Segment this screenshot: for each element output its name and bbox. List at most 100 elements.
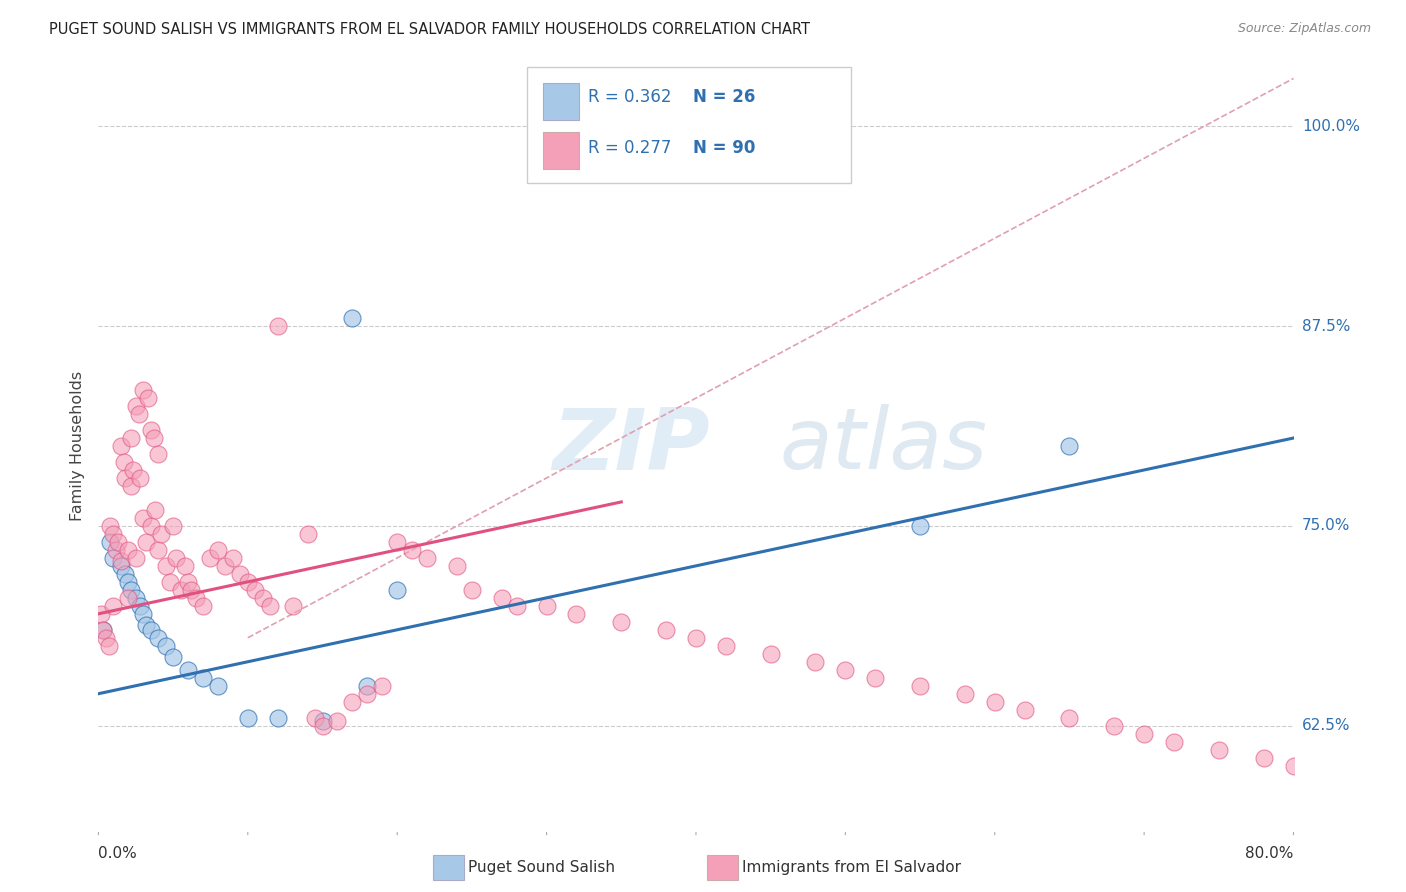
Point — [356, 679, 378, 693]
Point — [953, 687, 976, 701]
Point — [252, 591, 274, 605]
Point — [865, 671, 887, 685]
Text: 75.0%: 75.0% — [1302, 518, 1350, 533]
Point — [536, 599, 558, 613]
Text: 0.0%: 0.0% — [98, 846, 138, 861]
Point — [110, 554, 132, 568]
Point — [155, 558, 177, 573]
Point — [1059, 711, 1081, 725]
Point — [105, 542, 128, 557]
Point — [461, 582, 484, 597]
Text: N = 90: N = 90 — [693, 139, 755, 157]
Point — [1133, 726, 1156, 740]
Point — [984, 695, 1007, 709]
Point — [139, 519, 162, 533]
Point — [207, 542, 229, 557]
Point — [159, 574, 181, 589]
Text: 80.0%: 80.0% — [1246, 846, 1294, 861]
Text: R = 0.362: R = 0.362 — [588, 88, 671, 106]
Point — [834, 663, 856, 677]
Point — [98, 519, 122, 533]
Point — [169, 582, 191, 597]
Point — [229, 566, 252, 581]
Point — [311, 714, 333, 728]
Point — [136, 391, 159, 405]
Point — [142, 431, 165, 445]
Point — [759, 647, 782, 661]
Point — [107, 534, 129, 549]
Point — [117, 542, 139, 557]
Point — [304, 711, 326, 725]
Text: 62.5%: 62.5% — [1302, 718, 1350, 733]
Point — [297, 527, 319, 541]
Text: 87.5%: 87.5% — [1302, 318, 1350, 334]
Point — [148, 631, 170, 645]
Point — [267, 711, 290, 725]
Point — [685, 631, 707, 645]
Point — [120, 479, 142, 493]
Text: atlas: atlas — [779, 404, 987, 488]
Point — [714, 639, 737, 653]
Point — [385, 534, 409, 549]
Point — [139, 423, 162, 437]
Point — [125, 550, 148, 565]
Point — [804, 655, 827, 669]
Point — [94, 631, 117, 645]
Text: R = 0.277: R = 0.277 — [588, 139, 671, 157]
Point — [1163, 734, 1185, 748]
Point — [143, 503, 166, 517]
Point — [610, 615, 633, 629]
Point — [342, 311, 364, 326]
Point — [132, 383, 155, 397]
Point — [385, 582, 409, 597]
Point — [155, 639, 177, 653]
Point — [184, 591, 207, 605]
Point — [1104, 719, 1126, 733]
Text: Immigrants from El Salvador: Immigrants from El Salvador — [742, 860, 962, 874]
Point — [120, 582, 142, 597]
Y-axis label: Family Households: Family Households — [69, 371, 84, 521]
Point — [125, 399, 148, 413]
Point — [110, 558, 132, 573]
Point — [371, 679, 394, 693]
Point — [148, 447, 170, 461]
Point — [1208, 742, 1230, 756]
Point — [200, 550, 222, 565]
Point — [207, 679, 229, 693]
Point — [91, 623, 114, 637]
Point — [103, 527, 125, 541]
Point — [165, 550, 187, 565]
Point — [129, 471, 152, 485]
Point — [281, 599, 304, 613]
Point — [139, 623, 162, 637]
Point — [90, 607, 112, 621]
Text: Puget Sound Salish: Puget Sound Salish — [468, 860, 616, 874]
Point — [222, 550, 245, 565]
Point — [491, 591, 513, 605]
Point — [416, 550, 439, 565]
Point — [191, 599, 214, 613]
Point — [103, 550, 125, 565]
Point — [908, 679, 931, 693]
Point — [120, 431, 142, 445]
Point — [311, 719, 333, 733]
Point — [117, 591, 139, 605]
Point — [148, 542, 170, 557]
Point — [342, 695, 364, 709]
Point — [135, 618, 157, 632]
Point — [908, 519, 931, 533]
Point — [129, 599, 152, 613]
Point — [245, 582, 267, 597]
Point — [114, 566, 136, 581]
Text: ZIP: ZIP — [553, 404, 710, 488]
Point — [132, 607, 155, 621]
Point — [446, 558, 468, 573]
Point — [1312, 766, 1334, 780]
Point — [259, 599, 281, 613]
Text: N = 26: N = 26 — [693, 88, 755, 106]
Point — [506, 599, 529, 613]
Point — [91, 623, 114, 637]
Point — [356, 687, 378, 701]
Point — [236, 574, 259, 589]
Point — [326, 714, 349, 728]
